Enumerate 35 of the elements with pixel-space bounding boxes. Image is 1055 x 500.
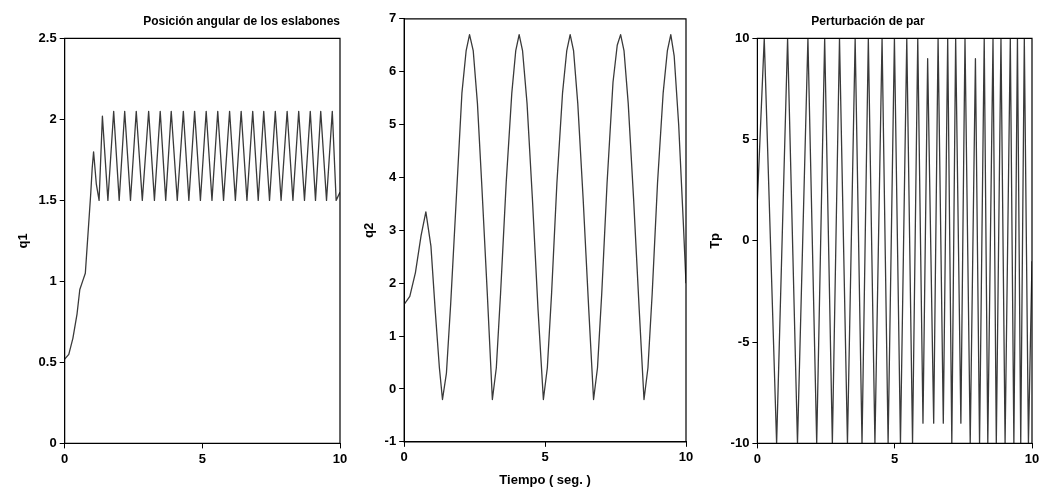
- y-tick-label: 6: [388, 63, 397, 79]
- y-tick-label: -1: [384, 433, 397, 449]
- y-tick-label: 5: [388, 116, 397, 132]
- y-tick-label: -5: [737, 333, 750, 349]
- y-axis-title: Tp: [707, 232, 723, 249]
- x-tick-label: 10: [678, 449, 694, 465]
- x-tick-label: 5: [891, 450, 899, 466]
- y-tick-label: 10: [734, 29, 750, 45]
- y-tick-label: 1.5: [38, 191, 57, 207]
- x-tick-label: 5: [198, 450, 206, 466]
- y-tick-label: 0: [742, 232, 750, 248]
- y-tick-label: 5: [742, 131, 750, 147]
- y-tick-label: -10: [730, 434, 750, 450]
- y-tick-label: 1: [49, 272, 57, 288]
- y-tick-label: 0: [49, 434, 57, 450]
- y-tick-label: 0.5: [38, 353, 57, 369]
- y-tick-label: 7: [388, 10, 397, 26]
- y-tick-label: 1: [388, 327, 397, 343]
- y-axis-title: q1: [15, 233, 31, 249]
- x-axis-title: Tiempo ( seg. ): [499, 471, 591, 487]
- x-tick-label: 10: [1024, 450, 1040, 466]
- x-tick-label: 0: [61, 450, 69, 466]
- y-tick-label: 4: [388, 169, 397, 184]
- y-tick-label: 2: [388, 274, 397, 290]
- x-tick-label: 0: [400, 449, 408, 465]
- y-tick-label: 2: [49, 110, 57, 126]
- x-tick-label: 10: [332, 450, 348, 466]
- y-tick-label: 3: [388, 221, 397, 237]
- y-axis-title: q2: [361, 222, 377, 238]
- y-tick-label: 2.5: [38, 29, 57, 45]
- chart-title: Posición angular de los eslabones: [143, 13, 341, 28]
- y-tick-label: 0: [388, 380, 397, 396]
- x-tick-label: 0: [753, 450, 762, 466]
- chart-title: Perturbación de par: [811, 13, 925, 28]
- x-tick-label: 5: [541, 449, 549, 465]
